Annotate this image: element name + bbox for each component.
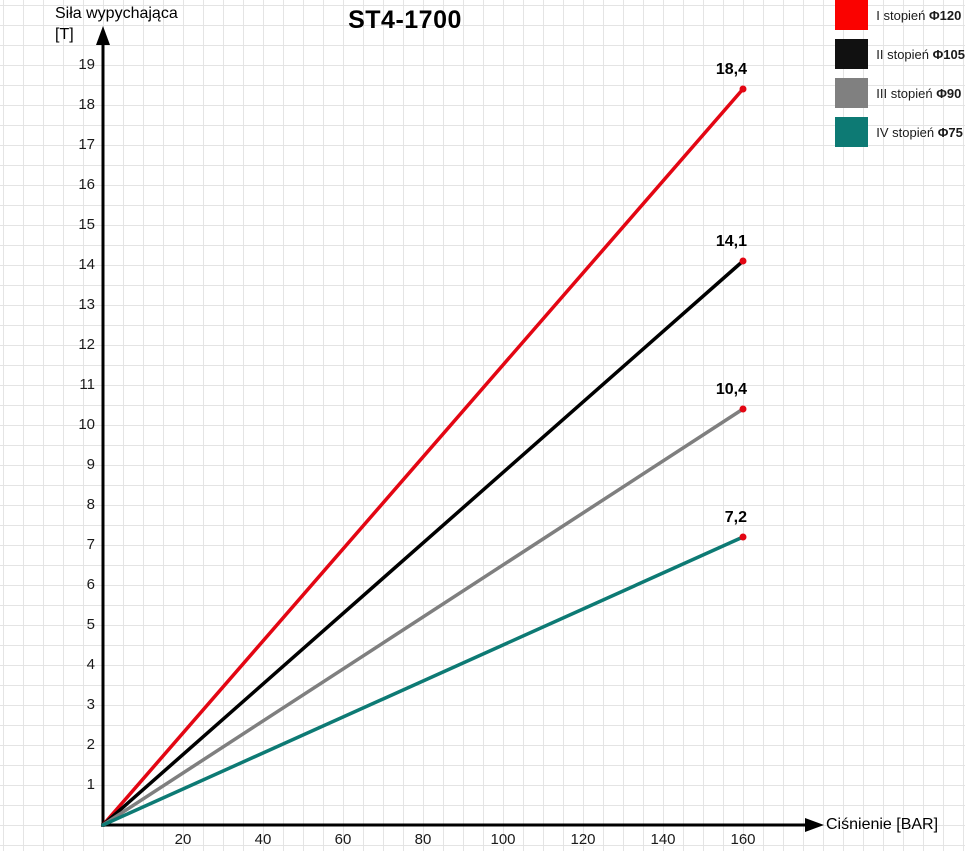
series-line-1 [101,87,745,827]
series-endpoint-2 [739,257,747,265]
y-tick-16: 16 [78,176,95,193]
legend-label-3: III stopień Φ90 [876,85,962,101]
y-axis-arrow [96,26,110,45]
y-tick-2: 2 [86,736,95,753]
legend-item-2: II stopień Φ105 [835,39,965,69]
legend-label-4: IV stopień Φ75 [876,124,963,140]
legend-item-1: I stopień Φ120 [835,0,965,30]
y-tick-12: 12 [78,336,95,353]
legend-label-2: II stopień Φ105 [876,46,965,62]
x-tick-60: 60 [334,831,352,848]
series-line-3 [101,407,745,827]
series-endpoint-4 [739,533,747,541]
y-tick-9: 9 [86,456,95,473]
y-tick-3: 3 [86,696,95,713]
x-axis-arrow [805,818,824,832]
legend-swatch-3 [835,78,869,108]
legend-swatch-2 [835,39,869,69]
legend-swatch-1 [835,0,869,30]
y-tick-4: 4 [86,656,95,673]
legend-item-3: III stopień Φ90 [835,78,965,108]
x-tick-80: 80 [414,831,432,848]
y-tick-18: 18 [78,96,95,113]
legend-item-4: IV stopień Φ75 [835,117,965,147]
series-end-value-1: 18,4 [715,61,747,78]
series-endpoint-3 [739,405,747,413]
series-endpoint-1 [739,85,747,93]
x-tick-120: 120 [570,831,596,848]
y-tick-13: 13 [78,296,95,313]
y-tick-6: 6 [86,576,95,593]
legend-swatch-4 [835,117,869,147]
series-end-value-3: 10,4 [715,381,747,398]
y-axis-title: Siła wypychająca [T] [55,3,178,45]
x-tick-40: 40 [254,831,272,848]
x-tick-160: 160 [730,831,756,848]
y-tick-17: 17 [78,136,95,153]
y-tick-8: 8 [86,496,95,513]
series-end-value-2: 14,1 [715,233,747,250]
x-tick-140: 140 [650,831,676,848]
legend: I stopień Φ120 II stopień Φ105 III stopień… [835,0,965,147]
x-axis-title: Ciśnienie [BAR] [826,816,939,833]
series-end-value-4: 7,2 [724,509,747,526]
y-axis-title-line1: Siła wypychająca [55,5,178,22]
y-tick-15: 15 [78,216,95,233]
y-tick-10: 10 [78,416,95,433]
y-axis-title-line2: [T] [55,26,74,43]
x-tick-100: 100 [490,831,516,848]
series-line-2 [101,259,745,827]
chart-title: ST4-1700 [348,6,462,34]
y-tick-19: 19 [78,56,95,73]
legend-label-1: I stopień Φ120 [876,7,962,23]
y-tick-14: 14 [78,256,95,273]
y-tick-11: 11 [79,376,95,393]
y-tick-5: 5 [86,616,95,633]
x-tick-20: 20 [174,831,192,848]
series-line-4 [101,535,745,827]
y-tick-1: 1 [86,776,95,793]
y-tick-7: 7 [86,536,95,553]
